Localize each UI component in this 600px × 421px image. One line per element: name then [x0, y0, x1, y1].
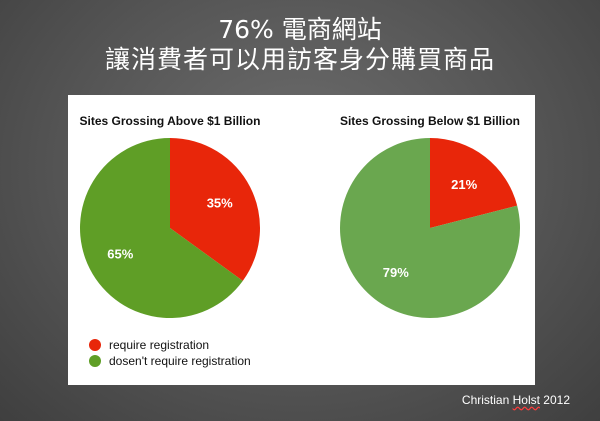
chart-panel: Sites Grossing Above $1 Billion Sites Gr… [68, 95, 535, 385]
pie-right-label-require: 21% [451, 177, 477, 192]
credit-first-name: Christian [461, 393, 510, 407]
pie-right-slice-no-require [340, 138, 520, 318]
pie-right-label-no-require: 79% [383, 265, 409, 280]
credit-year: 2012 [543, 393, 570, 407]
pie-right-slice-require [430, 138, 518, 228]
credit-text: Christian Holst 2012 [462, 393, 570, 407]
chart-title-left: Sites Grossing Above $1 Billion [80, 114, 261, 128]
pie-left-slice-no-require [79, 138, 243, 318]
pie-left-label-no-require: 65% [107, 246, 133, 261]
chart-title-right: Sites Grossing Below $1 Billion [340, 114, 520, 128]
slide-title-line-1: 76% 電商網站 [218, 15, 382, 44]
legend: require registration dosen't require reg… [89, 338, 251, 368]
legend-swatch-no-require [89, 355, 101, 367]
slide-title-line-2: 讓消費者可以用訪客身分購買商品 [104, 45, 495, 74]
pie-charts-svg: Sites Grossing Above $1 Billion Sites Gr… [79, 114, 520, 368]
credit-last-name: Holst [512, 393, 540, 407]
pie-right: 21% 79% [340, 138, 520, 318]
legend-swatch-require [89, 339, 101, 351]
legend-label-require: require registration [109, 338, 209, 352]
pie-left: 35% 65% [79, 138, 260, 318]
legend-label-no-require: dosen't require registration [109, 354, 251, 368]
pie-left-slice-require [170, 138, 260, 281]
pie-left-label-require: 35% [207, 196, 233, 211]
